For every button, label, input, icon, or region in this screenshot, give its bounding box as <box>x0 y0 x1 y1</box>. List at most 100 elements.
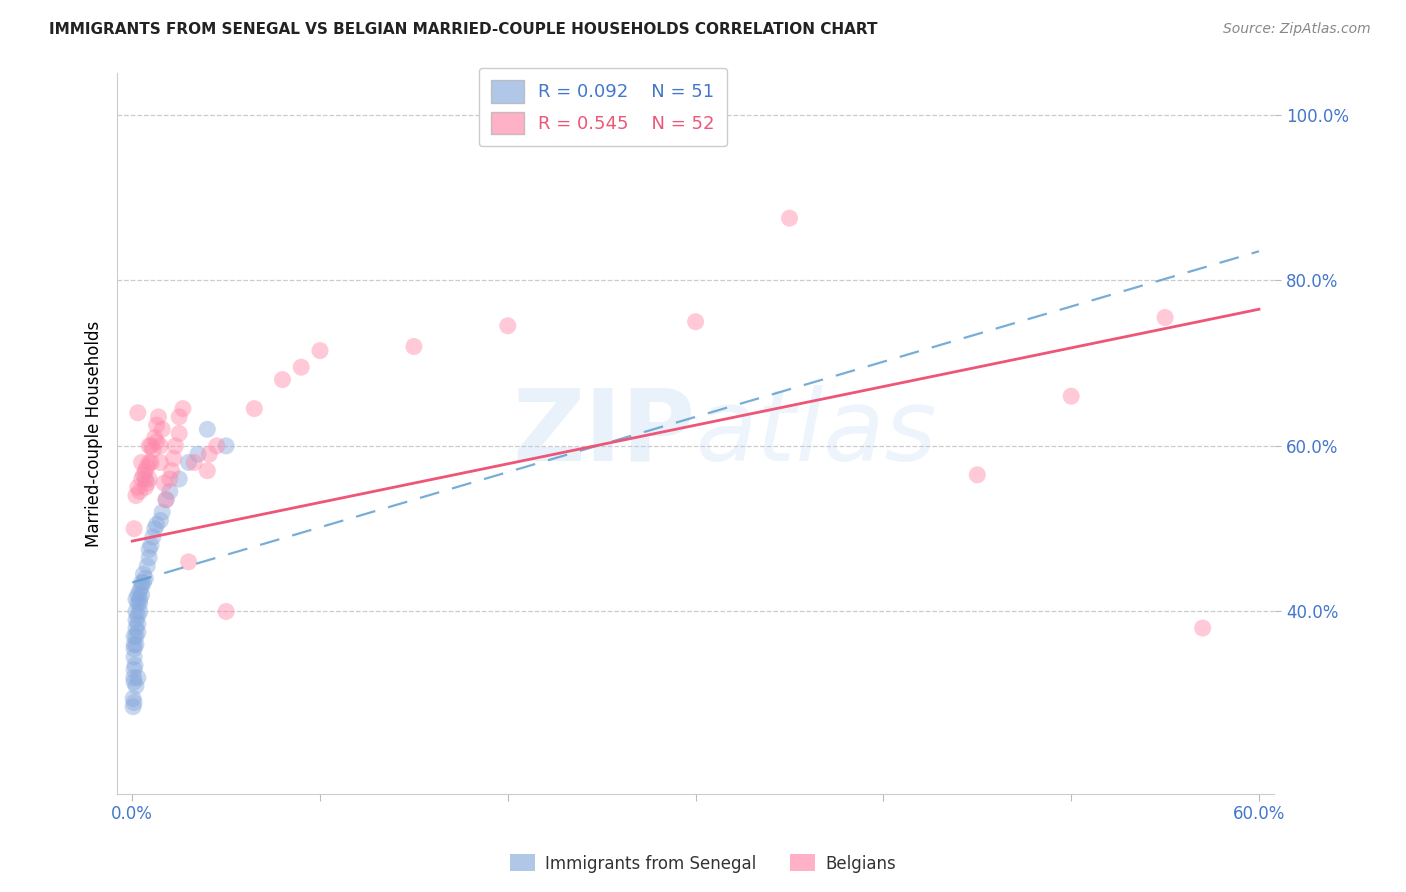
Point <box>134 571 156 585</box>
Point <box>131 575 153 590</box>
Point <box>150 422 173 436</box>
Point <box>142 530 165 544</box>
Point <box>132 467 155 482</box>
Point <box>128 605 150 619</box>
Point <box>128 596 150 610</box>
Point <box>127 480 149 494</box>
Point <box>167 472 190 486</box>
Point <box>127 406 149 420</box>
Point <box>124 658 146 673</box>
Point <box>122 629 145 643</box>
Point <box>167 409 190 424</box>
Point <box>153 476 176 491</box>
Point <box>127 608 149 623</box>
Point <box>128 484 150 499</box>
Point <box>172 401 194 416</box>
Point <box>139 455 162 469</box>
Point <box>145 517 167 532</box>
Point <box>134 472 156 486</box>
Text: atlas: atlas <box>696 385 938 482</box>
Point <box>195 422 218 436</box>
Point <box>155 492 177 507</box>
Point <box>142 442 165 457</box>
Point <box>177 455 200 469</box>
Point <box>187 447 209 461</box>
Point <box>496 318 519 333</box>
Point <box>127 625 149 640</box>
Text: Source: ZipAtlas.com: Source: ZipAtlas.com <box>1223 22 1371 37</box>
Point <box>122 699 145 714</box>
Point <box>125 629 148 643</box>
Point <box>132 575 155 590</box>
Point <box>125 592 148 607</box>
Point <box>1154 310 1177 325</box>
Point <box>149 455 172 469</box>
Text: IMMIGRANTS FROM SENEGAL VS BELGIAN MARRIED-COUPLE HOUSEHOLDS CORRELATION CHART: IMMIGRANTS FROM SENEGAL VS BELGIAN MARRI… <box>49 22 877 37</box>
Point <box>1060 389 1083 403</box>
Point <box>127 616 149 631</box>
Point <box>128 583 150 598</box>
Point <box>195 464 218 478</box>
Point <box>165 439 187 453</box>
Point <box>122 641 145 656</box>
Point <box>127 596 149 610</box>
Point <box>160 464 183 478</box>
Point <box>177 555 200 569</box>
Point <box>138 439 160 453</box>
Point <box>136 459 159 474</box>
Legend: Immigrants from Senegal, Belgians: Immigrants from Senegal, Belgians <box>503 847 903 880</box>
Point <box>134 480 156 494</box>
Point <box>143 522 166 536</box>
Point <box>125 638 148 652</box>
Point <box>136 558 159 573</box>
Point <box>128 592 150 607</box>
Point <box>243 401 266 416</box>
Point <box>162 451 184 466</box>
Point <box>122 650 145 665</box>
Point <box>779 211 801 226</box>
Point <box>127 671 149 685</box>
Point <box>215 439 238 453</box>
Point <box>685 315 707 329</box>
Point <box>205 439 228 453</box>
Point <box>122 691 145 706</box>
Point <box>131 472 153 486</box>
Point <box>145 434 167 449</box>
Point <box>183 455 205 469</box>
Point <box>138 542 160 557</box>
Y-axis label: Married-couple Households: Married-couple Households <box>86 320 103 547</box>
Point <box>131 580 153 594</box>
Point <box>125 621 148 635</box>
Point <box>159 484 181 499</box>
Point <box>271 373 294 387</box>
Point <box>125 613 148 627</box>
Point <box>122 674 145 689</box>
Point <box>138 472 160 486</box>
Point <box>139 439 162 453</box>
Point <box>138 455 160 469</box>
Point <box>150 505 173 519</box>
Point <box>122 696 145 710</box>
Point <box>966 467 988 482</box>
Point <box>127 588 149 602</box>
Point <box>290 360 312 375</box>
Point <box>198 447 221 461</box>
Point <box>1191 621 1213 635</box>
Point <box>149 513 172 527</box>
Point <box>145 418 167 433</box>
Point <box>122 638 145 652</box>
Point <box>125 679 148 693</box>
Point <box>402 339 425 353</box>
Point <box>149 439 172 453</box>
Point <box>131 455 153 469</box>
Text: ZIP: ZIP <box>513 385 696 482</box>
Point <box>143 431 166 445</box>
Point <box>131 588 153 602</box>
Point <box>122 671 145 685</box>
Point <box>167 426 190 441</box>
Point <box>155 492 177 507</box>
Point <box>159 472 181 486</box>
Point <box>136 476 159 491</box>
Point <box>309 343 332 358</box>
Point <box>215 605 238 619</box>
